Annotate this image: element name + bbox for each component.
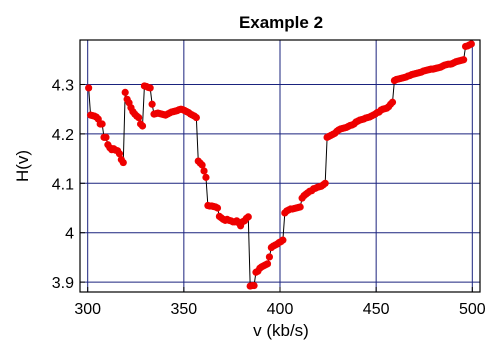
data-point [148,100,156,108]
y-axis: 3.9 4 4.1 4.2 4.3 [52,77,85,292]
x-tick-label: 350 [170,301,197,318]
y-tick-label: 3.9 [52,275,74,292]
data-point [202,173,210,181]
data-point [119,158,127,167]
data-point [467,40,475,48]
data-point [388,98,397,106]
data-point [200,167,208,175]
chart-title: Example 2 [239,13,323,32]
y-tick-label: 4.1 [52,176,74,193]
x-tick-label: 400 [267,301,294,318]
y-tick-label: 4.2 [52,127,74,144]
x-tick-label: 450 [363,301,390,318]
data-point [321,179,329,187]
data-point [244,213,252,221]
y-tick-label: 4.3 [52,77,74,94]
data-point [263,260,272,268]
x-axis-label: v (kb/s) [253,321,309,340]
data-point [85,84,93,92]
data-point [460,56,468,64]
data-point [138,122,147,130]
data-point [213,204,222,212]
data-point [115,150,124,158]
grid [80,40,480,292]
data-point [121,88,129,96]
y-tick-label: 4 [65,226,74,243]
data-point [279,236,287,244]
x-tick-label: 500 [459,301,486,318]
data-point [192,113,200,122]
x-tick-label: 300 [74,301,101,318]
data-point [98,120,106,128]
y-axis-label: H(v) [13,150,32,182]
data-point [146,84,154,92]
data-point [135,113,143,122]
data-point [102,133,110,141]
data-point [296,203,304,211]
data-point [250,281,258,290]
series-layer [85,40,475,290]
x-axis: 300 350 400 450 500 [74,287,486,318]
data-point [198,161,206,169]
data-point [265,253,274,261]
